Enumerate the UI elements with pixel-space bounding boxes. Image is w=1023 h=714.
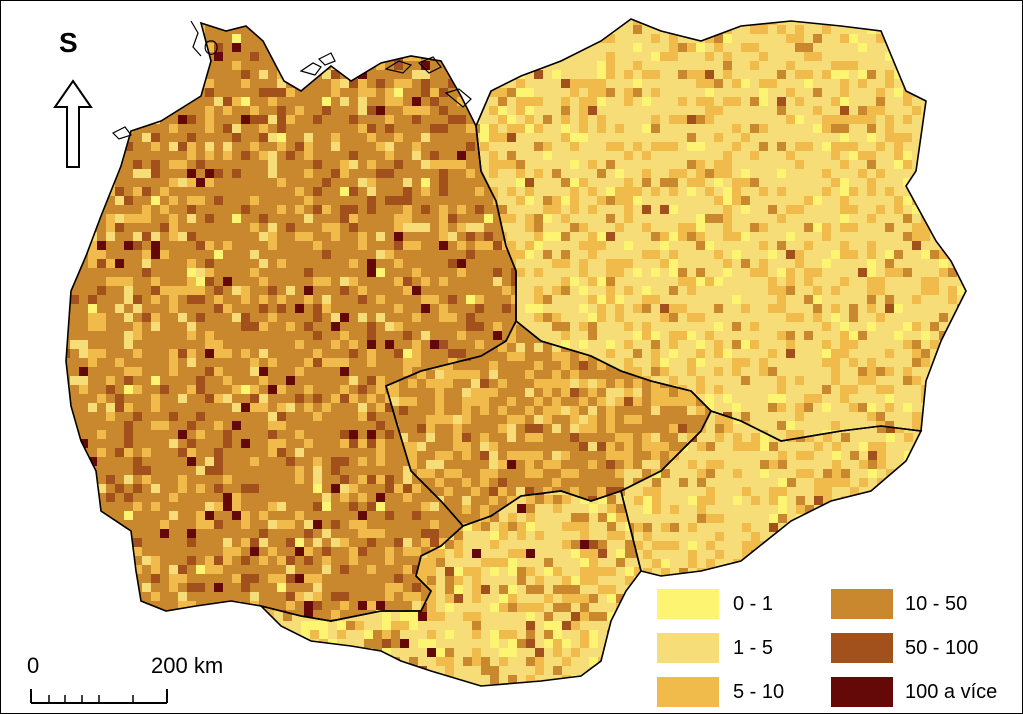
legend-label-100-plus: 100 a více [905, 681, 998, 703]
legend-swatch-0-1 [657, 589, 719, 619]
north-label: S [59, 27, 78, 58]
legend-swatch-5-10 [657, 677, 719, 707]
scale-bar [30, 689, 168, 704]
legend-swatch-100-plus [831, 677, 893, 707]
legend-swatch-1-5 [657, 633, 719, 663]
legend-swatch-10-50 [831, 589, 893, 619]
legend-label-10-50: 10 - 50 [905, 593, 968, 615]
legend-label-1-5: 1 - 5 [733, 637, 774, 659]
north-arrow-icon [53, 79, 93, 168]
scale-zero-label: 0 [27, 653, 40, 678]
coast-islands [111, 20, 472, 140]
legend-swatch-50-100 [831, 633, 893, 663]
legend-label-5-10: 5 - 10 [733, 681, 785, 703]
legend-label-0-1: 0 - 1 [733, 593, 774, 615]
legend-label-50-100: 50 - 100 [905, 637, 979, 659]
scale-end-label: 200 km [151, 653, 224, 678]
